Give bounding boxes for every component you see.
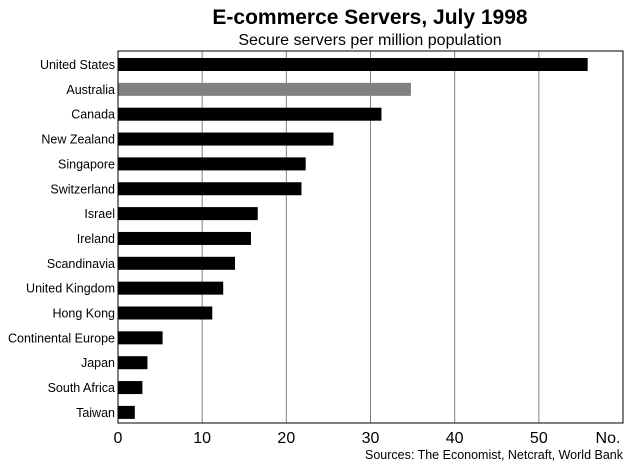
category-label: Japan	[81, 356, 115, 370]
x-unit-label: No.	[596, 430, 621, 447]
bar	[118, 231, 251, 245]
category-label: United Kingdom	[26, 282, 115, 296]
x-tick-label: 40	[446, 430, 464, 447]
category-label: Israel	[84, 207, 115, 221]
plot-frame	[117, 50, 624, 424]
category-label: Hong Kong	[52, 307, 115, 321]
bar	[118, 107, 382, 121]
bar	[118, 157, 306, 171]
category-label: United States	[40, 58, 115, 72]
category-label-layer: United States Australia Canada New Zealand S…	[8, 58, 115, 420]
chart-subtitle: Secure servers per million population	[238, 32, 501, 49]
x-tick-layer: 0 10 20 30 40 50	[114, 430, 548, 447]
bar	[118, 58, 588, 71]
category-label: Australia	[66, 83, 115, 97]
bar	[118, 331, 163, 345]
category-label: Scandinavia	[47, 257, 115, 271]
category-label: Switzerland	[50, 182, 115, 196]
bar	[118, 207, 258, 221]
category-label: Taiwan	[76, 406, 115, 420]
bar	[118, 356, 148, 370]
chart-title: E-commerce Servers, July 1998	[212, 6, 528, 29]
category-label: New Zealand	[41, 133, 115, 147]
x-tick-label: 20	[277, 430, 295, 447]
bar-layer	[118, 58, 588, 419]
bar	[118, 306, 213, 320]
bar	[118, 381, 143, 395]
x-tick-label: 10	[193, 430, 211, 447]
grid-layer	[201, 51, 540, 423]
bar	[118, 256, 235, 270]
x-tick-label: 0	[114, 430, 123, 447]
x-tick-label: 30	[362, 430, 380, 447]
source-note: Sources: The Economist, Netcraft, World …	[365, 448, 624, 462]
category-label: Ireland	[77, 232, 115, 246]
bar	[118, 182, 302, 196]
category-label: Canada	[71, 108, 115, 122]
bar	[118, 281, 224, 295]
category-label: Continental Europe	[8, 331, 115, 345]
category-label: Singapore	[58, 157, 115, 171]
category-label: South Africa	[48, 381, 115, 395]
bar	[118, 82, 411, 96]
bar	[118, 405, 135, 419]
bar	[118, 132, 334, 146]
x-tick-label: 50	[530, 430, 548, 447]
